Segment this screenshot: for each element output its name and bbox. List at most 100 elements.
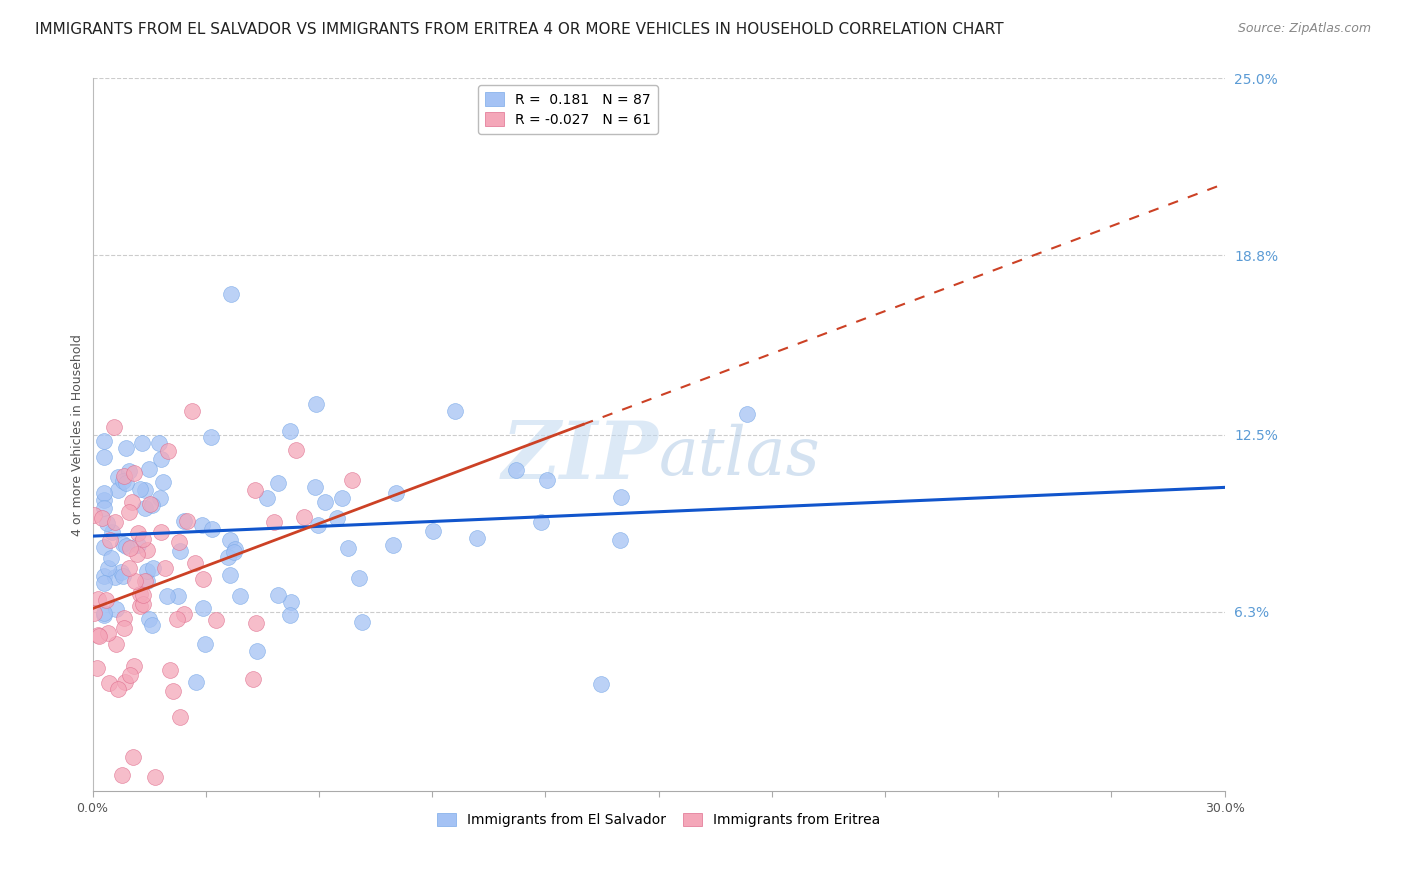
Y-axis label: 4 or more Vehicles in Household: 4 or more Vehicles in Household <box>72 334 84 536</box>
Point <box>101 524 124 539</box>
Point <box>173 607 195 622</box>
Point <box>111 475 134 489</box>
Point <box>347 571 370 585</box>
Point <box>156 443 179 458</box>
Point <box>104 602 127 616</box>
Text: Source: ZipAtlas.com: Source: ZipAtlas.com <box>1237 22 1371 36</box>
Point <box>326 510 349 524</box>
Point <box>193 572 215 586</box>
Point <box>83 508 105 523</box>
Point <box>118 561 141 575</box>
Point <box>97 561 120 575</box>
Point <box>97 626 120 640</box>
Point <box>193 601 215 615</box>
Point <box>128 586 150 600</box>
Point <box>224 541 246 556</box>
Point <box>304 480 326 494</box>
Point <box>93 501 115 516</box>
Point <box>148 436 170 450</box>
Point <box>352 615 374 629</box>
Text: ZIP: ZIP <box>502 417 658 495</box>
Point <box>122 659 145 673</box>
Point <box>219 568 242 582</box>
Point <box>93 575 115 590</box>
Point <box>83 607 105 621</box>
Point <box>104 637 127 651</box>
Point <box>124 466 146 480</box>
Point <box>103 515 125 529</box>
Point <box>93 606 115 620</box>
Point <box>86 661 108 675</box>
Point <box>156 590 179 604</box>
Point <box>142 561 165 575</box>
Point <box>263 515 285 529</box>
Point <box>141 617 163 632</box>
Point <box>245 615 267 630</box>
Point <box>117 464 139 478</box>
Point <box>93 492 115 507</box>
Point <box>93 540 115 554</box>
Point <box>118 668 141 682</box>
Point <box>135 543 157 558</box>
Point <box>143 770 166 784</box>
Point <box>124 574 146 589</box>
Point <box>136 564 159 578</box>
Point <box>385 485 408 500</box>
Point <box>129 482 152 496</box>
Point <box>184 556 207 570</box>
Point <box>307 517 329 532</box>
Point <box>184 675 207 690</box>
Point <box>134 500 156 515</box>
Point <box>278 424 301 438</box>
Point <box>194 637 217 651</box>
Point <box>221 286 243 301</box>
Point <box>122 749 145 764</box>
Point <box>610 491 633 505</box>
Point <box>111 768 134 782</box>
Point <box>114 539 136 553</box>
Point <box>87 591 110 606</box>
Text: atlas: atlas <box>658 424 820 489</box>
Point <box>104 570 127 584</box>
Point <box>190 517 212 532</box>
Point <box>120 541 142 555</box>
Point <box>121 495 143 509</box>
Point <box>100 551 122 566</box>
Point <box>96 516 118 531</box>
Point <box>93 450 115 464</box>
Point <box>131 436 153 450</box>
Point <box>93 607 115 622</box>
Point <box>134 483 156 498</box>
Point <box>169 544 191 558</box>
Point <box>103 420 125 434</box>
Point <box>267 476 290 491</box>
Point <box>93 486 115 500</box>
Point <box>138 461 160 475</box>
Point <box>229 590 252 604</box>
Point <box>155 561 177 575</box>
Point <box>219 533 242 547</box>
Point <box>112 569 135 583</box>
Point <box>305 397 328 411</box>
Point <box>139 497 162 511</box>
Point <box>136 574 159 589</box>
Point <box>201 522 224 536</box>
Point <box>110 565 132 579</box>
Point <box>200 430 222 444</box>
Point <box>89 629 111 643</box>
Point <box>245 483 267 497</box>
Point <box>285 443 308 458</box>
Point <box>134 574 156 588</box>
Point <box>336 541 359 555</box>
Point <box>242 673 264 687</box>
Point <box>112 537 135 551</box>
Point <box>91 510 114 524</box>
Point <box>150 452 173 467</box>
Point <box>128 599 150 613</box>
Point <box>292 510 315 524</box>
Point <box>256 491 278 506</box>
Point <box>112 468 135 483</box>
Point <box>98 533 121 547</box>
Point <box>735 407 758 421</box>
Point <box>245 644 267 658</box>
